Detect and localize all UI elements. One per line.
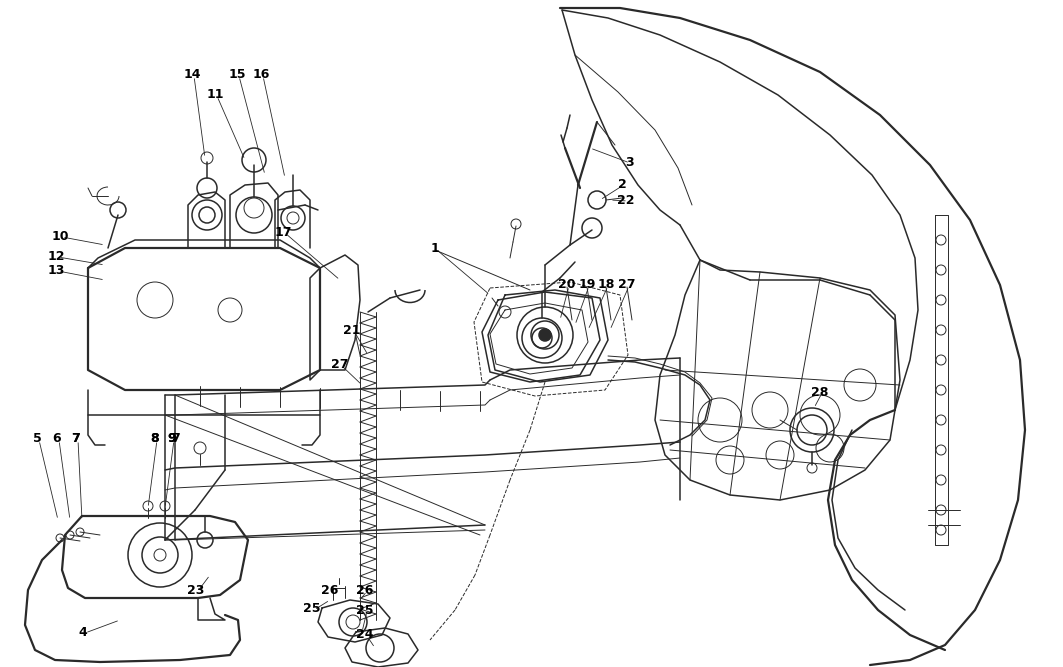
Text: 25: 25 xyxy=(356,604,374,616)
Text: 9: 9 xyxy=(168,432,176,446)
Text: 18: 18 xyxy=(597,279,614,291)
Text: 4: 4 xyxy=(79,626,87,640)
Text: 21: 21 xyxy=(343,323,360,336)
Text: 17: 17 xyxy=(274,225,291,239)
Text: 2: 2 xyxy=(618,179,626,191)
Text: 7: 7 xyxy=(171,432,180,446)
Text: 23: 23 xyxy=(187,584,205,596)
Text: 5: 5 xyxy=(33,432,41,446)
Text: 1: 1 xyxy=(431,241,439,255)
Text: 22: 22 xyxy=(618,193,635,207)
Text: 25: 25 xyxy=(303,602,321,616)
Text: 14: 14 xyxy=(183,69,201,81)
Text: 8: 8 xyxy=(151,432,159,446)
Text: 16: 16 xyxy=(252,69,270,81)
Text: 24: 24 xyxy=(356,628,374,642)
Text: 7: 7 xyxy=(71,432,81,446)
Text: 27: 27 xyxy=(619,279,636,291)
Text: 26: 26 xyxy=(356,584,374,596)
Text: 20: 20 xyxy=(558,279,576,291)
Text: 3: 3 xyxy=(626,155,635,169)
Text: 19: 19 xyxy=(578,279,595,291)
Text: 28: 28 xyxy=(811,386,829,398)
Text: 13: 13 xyxy=(48,263,65,277)
Text: 10: 10 xyxy=(51,229,69,243)
Text: 11: 11 xyxy=(206,89,223,101)
Text: 15: 15 xyxy=(229,69,246,81)
Text: 6: 6 xyxy=(53,432,62,446)
Text: 27: 27 xyxy=(332,358,349,372)
Text: 8: 8 xyxy=(151,432,159,446)
Text: 12: 12 xyxy=(47,249,65,263)
Text: 9: 9 xyxy=(168,432,176,446)
Text: 7: 7 xyxy=(71,432,81,446)
Circle shape xyxy=(539,329,551,341)
Text: 26: 26 xyxy=(321,584,339,596)
